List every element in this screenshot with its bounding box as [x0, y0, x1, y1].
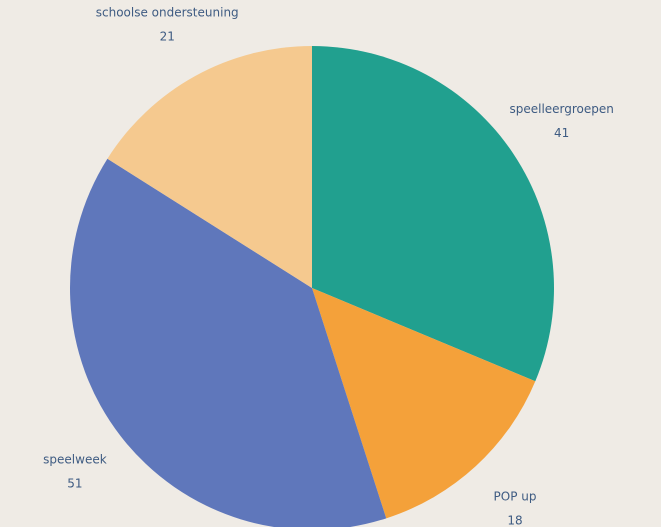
slice-label: POP up — [494, 489, 537, 503]
slice-label: speelleergroepen — [509, 102, 613, 116]
slice-value: 41 — [554, 126, 569, 140]
pie-slice — [312, 46, 554, 382]
pie-slice — [107, 46, 312, 288]
slice-value: 21 — [160, 30, 175, 44]
slice-label: schoolse ondersteuning — [96, 6, 239, 20]
pie-slice — [312, 288, 536, 519]
pie-slice — [70, 158, 387, 527]
slice-value: 51 — [67, 476, 82, 490]
slice-value: 18 — [507, 513, 522, 527]
slice-label: speelweek — [43, 452, 107, 466]
